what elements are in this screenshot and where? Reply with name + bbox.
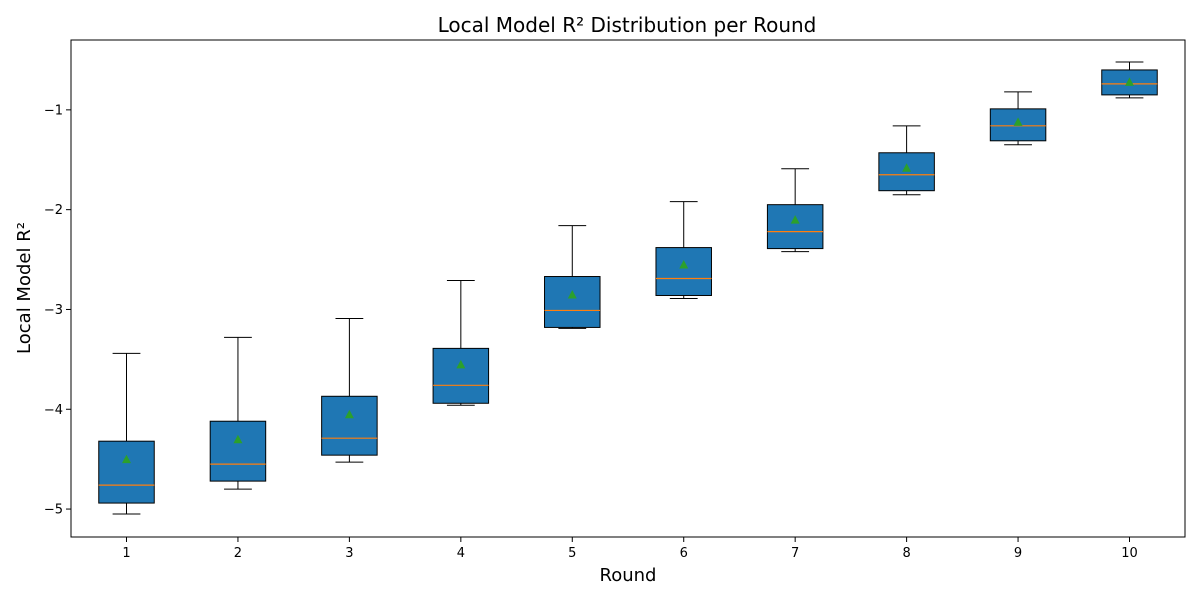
x-tick-label: 2: [234, 546, 242, 561]
box-round-10: [1101, 61, 1158, 99]
mean-marker: [790, 215, 800, 224]
y-tick-label: −3: [44, 303, 63, 318]
x-tick-label: 5: [568, 546, 576, 561]
box-iqr: [544, 276, 601, 328]
box-round-5: [544, 225, 601, 329]
box-round-8: [878, 125, 935, 196]
mean-marker: [902, 163, 912, 172]
box-round-7: [766, 168, 824, 253]
box-iqr: [989, 108, 1047, 142]
boxes-layer: [98, 61, 1158, 515]
mean-marker: [1125, 77, 1134, 86]
box-round-2: [209, 336, 267, 490]
x-tick-label: 1: [122, 546, 130, 561]
box-round-3: [321, 317, 378, 463]
y-tick-label: −4: [44, 403, 63, 418]
box-iqr: [766, 204, 824, 250]
x-tick-label: 10: [1121, 546, 1138, 561]
mean-marker: [1013, 117, 1023, 126]
plot-frame: [70, 39, 1186, 538]
box-round-4: [432, 280, 490, 406]
mean-marker: [679, 260, 689, 269]
mean-marker: [122, 454, 131, 464]
box-iqr: [209, 420, 267, 482]
x-tick-label: 9: [1014, 546, 1022, 561]
x-tick-label: 8: [902, 546, 910, 561]
x-axis-label: Round: [600, 565, 657, 586]
y-tick-label: −5: [44, 503, 63, 518]
mean-marker: [567, 289, 577, 299]
box-round-9: [989, 91, 1047, 146]
x-tick-label: 6: [680, 546, 688, 561]
y-tick-label: −2: [44, 203, 63, 218]
box-round-6: [655, 201, 712, 299]
x-tick-label: 4: [457, 546, 465, 561]
mean-marker: [344, 409, 354, 419]
box-iqr: [98, 440, 155, 504]
x-tick-label: 3: [345, 546, 353, 561]
chart-title: Local Model R² Distribution per Round: [438, 13, 817, 37]
box-round-1: [98, 352, 155, 515]
ticks-layer: 1 2 3 4 5 6 7 8 9 10 −5 −4 −3 −2 −1: [44, 103, 1138, 561]
box-iqr: [432, 347, 490, 404]
y-tick-label: −1: [44, 103, 63, 118]
box-iqr: [321, 395, 378, 456]
box-iqr: [655, 247, 712, 296]
x-tick-label: 7: [791, 546, 799, 561]
y-axis-label: Local Model R²: [14, 222, 35, 354]
mean-marker: [456, 359, 466, 369]
mean-marker: [233, 434, 243, 444]
